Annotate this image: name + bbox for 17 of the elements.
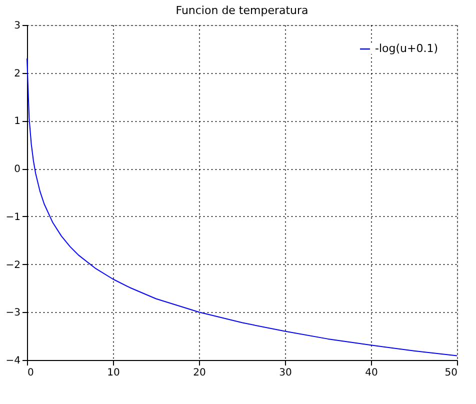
chart-title: Funcion de temperatura [176,4,308,17]
legend-label: -log(u+0.1) [375,42,438,55]
x-tick-label: 30 [279,368,292,378]
y-tick-label: −4 [6,356,20,366]
x-tick-label: 0 [28,368,34,378]
y-tick-label: −3 [6,308,20,319]
x-tick-label: 10 [107,368,120,378]
y-tick-label: 3 [14,20,20,32]
y-tick-label: 1 [14,116,20,128]
x-tick-label: 20 [193,368,206,378]
x-tick-label: 40 [365,368,378,378]
y-tick-label: −2 [6,260,20,271]
y-tick-label: 0 [14,164,20,176]
y-tick-label: 2 [14,68,20,80]
x-tick-label: 50 [444,368,458,378]
y-tick-label: −1 [6,212,20,223]
line-series [26,58,458,356]
